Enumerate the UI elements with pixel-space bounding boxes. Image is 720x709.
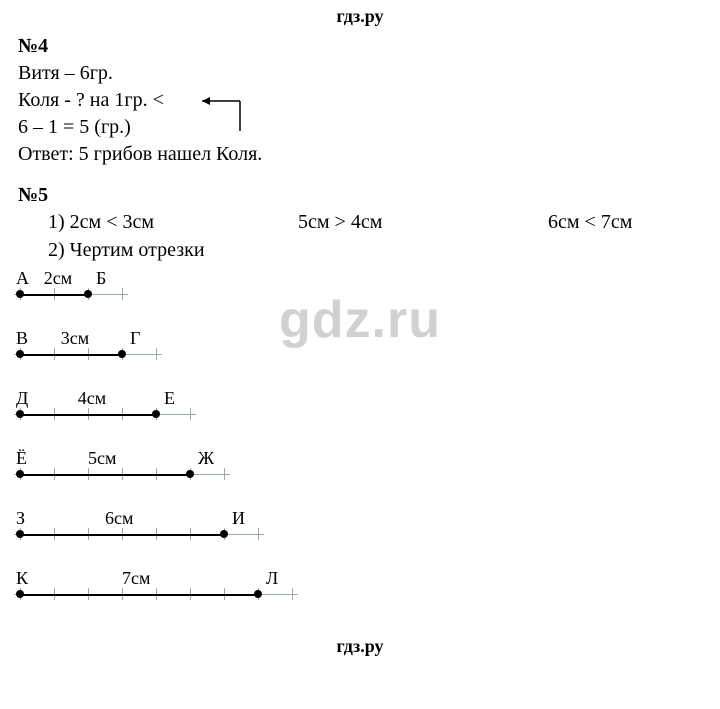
segment-row: В Г 3см bbox=[14, 330, 720, 380]
p5-part1-c: 6см < 7см bbox=[548, 209, 632, 236]
segment-row: З И 6см bbox=[14, 510, 720, 560]
p5-part1-b: 5см > 4см bbox=[298, 209, 382, 236]
segment-left-label: К bbox=[16, 568, 28, 589]
segment-length-label: 7см bbox=[122, 568, 150, 589]
ruler bbox=[14, 294, 128, 310]
segment-line bbox=[20, 294, 88, 296]
segment-end-dot bbox=[254, 590, 262, 598]
problem4-number: №4 bbox=[18, 33, 702, 60]
p4-line1-text: Витя – 6гр. bbox=[18, 62, 113, 84]
segment-row: Д Е 4см bbox=[14, 390, 720, 440]
segment-end-dot bbox=[84, 290, 92, 298]
segment-start-dot bbox=[16, 470, 24, 478]
segment-left-label: Д bbox=[16, 388, 28, 409]
ruler bbox=[14, 354, 162, 370]
segment-left-label: А bbox=[16, 268, 29, 289]
problem5-part2: 2) Чертим отрезки bbox=[18, 237, 702, 264]
segment-left-label: З bbox=[16, 508, 25, 529]
segment-line bbox=[20, 414, 156, 416]
ruler bbox=[14, 474, 230, 490]
segment-line bbox=[20, 594, 258, 596]
segment-length-label: 3см bbox=[61, 328, 89, 349]
segment-right-label: Г bbox=[130, 328, 140, 349]
segment-start-dot bbox=[16, 530, 24, 538]
segment-right-label: Ж bbox=[198, 448, 214, 469]
problem4-answer: Ответ: 5 грибов нашел Коля. bbox=[18, 141, 702, 168]
problem-5: №5 1) 2см < 3см 5см > 4см 6см < 7см 2) Ч… bbox=[18, 182, 702, 264]
segment-line bbox=[20, 534, 224, 536]
segment-row: Ё Ж 5см bbox=[14, 450, 720, 500]
page-header: гдз.ру bbox=[0, 0, 720, 33]
segment-right-label: И bbox=[232, 508, 245, 529]
page-footer: гдз.ру bbox=[0, 630, 720, 663]
segment-line bbox=[20, 354, 122, 356]
segment-end-dot bbox=[220, 530, 228, 538]
problem4-line2: Коля - ? на 1гр. < bbox=[18, 87, 702, 114]
segment-start-dot bbox=[16, 590, 24, 598]
segment-length-label: 6см bbox=[105, 508, 133, 529]
segments-container: А Б 2см В Г 3см Д Е 4см Ё Ж 5см З И 6см К Л 7см bbox=[0, 264, 720, 620]
ruler bbox=[14, 414, 196, 430]
problem5-part1-row: 1) 2см < 3см 5см > 4см 6см < 7см bbox=[18, 209, 702, 237]
segment-length-label: 4см bbox=[78, 388, 106, 409]
segment-length-label: 5см bbox=[88, 448, 116, 469]
segment-left-label: Ё bbox=[16, 448, 27, 469]
segment-end-dot bbox=[186, 470, 194, 478]
segment-right-label: Л bbox=[266, 568, 278, 589]
segment-end-dot bbox=[118, 350, 126, 358]
content-wrap: №4 Витя – 6гр. Коля - ? на 1гр. < 6 – 1 … bbox=[0, 33, 720, 264]
problem5-number: №5 bbox=[18, 182, 702, 209]
segment-start-dot bbox=[16, 410, 24, 418]
segment-right-label: Б bbox=[96, 268, 106, 289]
problem-4: №4 Витя – 6гр. Коля - ? на 1гр. < 6 – 1 … bbox=[18, 33, 702, 168]
segment-row: К Л 7см bbox=[14, 570, 720, 620]
segment-start-dot bbox=[16, 350, 24, 358]
segment-start-dot bbox=[16, 290, 24, 298]
segment-row: А Б 2см bbox=[14, 270, 720, 320]
problem4-line1: Витя – 6гр. bbox=[18, 60, 702, 87]
p5-part1-a: 1) 2см < 3см bbox=[48, 209, 154, 236]
segment-end-dot bbox=[152, 410, 160, 418]
segment-right-label: Е bbox=[164, 388, 175, 409]
segment-line bbox=[20, 474, 190, 476]
segment-left-label: В bbox=[16, 328, 28, 349]
problem4-line3: 6 – 1 = 5 (гр.) bbox=[18, 114, 702, 141]
segment-length-label: 2см bbox=[44, 268, 72, 289]
